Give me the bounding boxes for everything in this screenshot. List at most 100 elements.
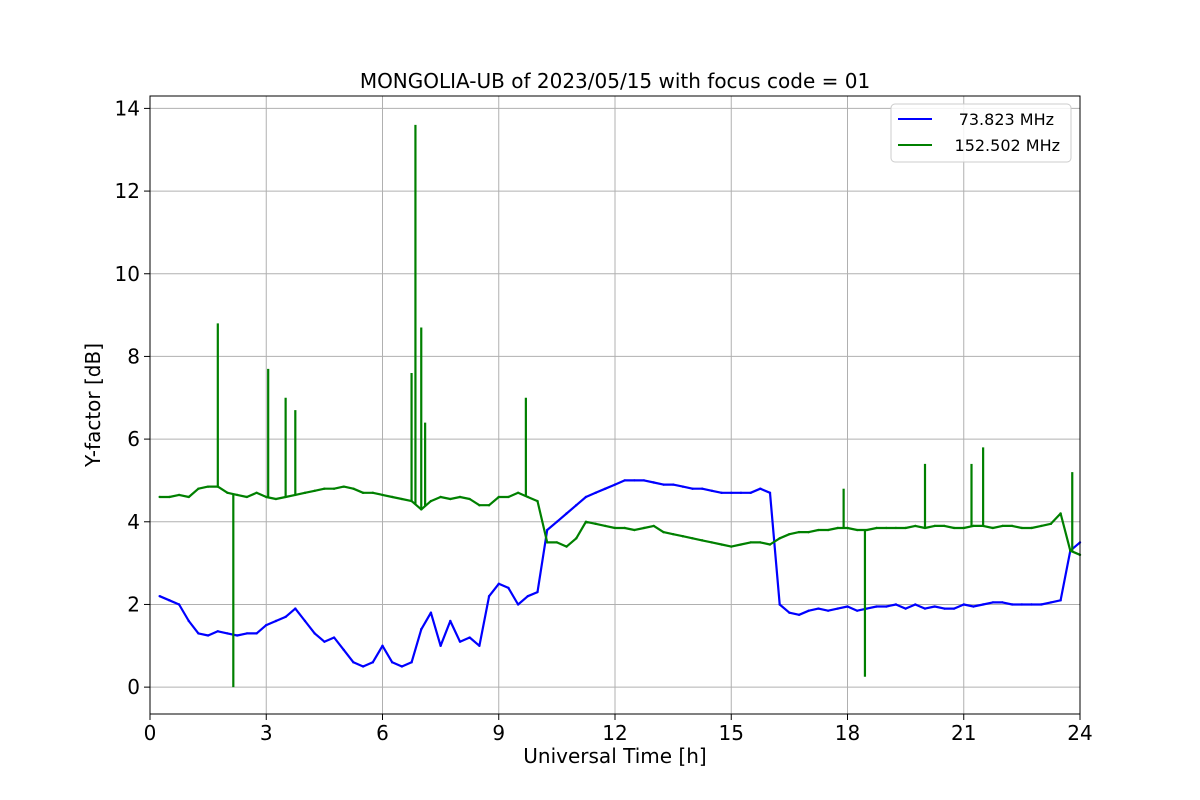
x-tick-label: 9: [492, 721, 505, 745]
data-point: [342, 648, 345, 652]
data-point: [390, 661, 394, 664]
data-point: [1030, 603, 1033, 606]
data-point: [633, 528, 636, 532]
data-point: [894, 603, 898, 606]
y-axis-ticks: 0 2 4 6 8 10 12 14: [115, 96, 150, 699]
data-point: [662, 483, 665, 486]
data-point: [177, 493, 181, 497]
data-point: [332, 487, 336, 490]
data-point: [991, 601, 995, 604]
data-point: [332, 636, 336, 639]
data-point: [294, 607, 297, 610]
data-point: [604, 487, 607, 490]
y-tick-label: 14: [115, 96, 140, 120]
data-point: [749, 541, 752, 544]
data-point: [429, 611, 433, 614]
data-point: [284, 615, 287, 619]
data-point: [943, 607, 946, 610]
data-point: [778, 537, 781, 540]
data-point: [700, 539, 704, 542]
data-point: [623, 479, 626, 482]
data-point: [923, 607, 927, 610]
data-point: [235, 634, 239, 637]
data-point: [700, 487, 704, 490]
data-point: [410, 661, 413, 664]
data-point: [1010, 524, 1014, 528]
data-point: [497, 582, 500, 585]
data-point: [739, 543, 743, 546]
data-point: [633, 479, 636, 482]
data-point: [788, 532, 791, 536]
data-point: [274, 497, 278, 501]
data-point: [1049, 522, 1053, 526]
data-point: [836, 607, 840, 610]
data-point: [255, 632, 258, 635]
legend-box: [890, 103, 1072, 163]
data-point: [429, 499, 433, 503]
data-point: [749, 491, 752, 495]
data-point: [933, 605, 936, 608]
data-point: [594, 522, 597, 526]
data-point: [652, 524, 655, 528]
x-axis-label: Universal Time [h]: [523, 744, 706, 768]
data-point: [177, 603, 181, 606]
y-tick-label: 4: [127, 510, 140, 534]
data-point: [342, 485, 345, 488]
series-layer: [158, 124, 1082, 688]
data-point: [468, 636, 471, 639]
data-point: [371, 491, 375, 495]
data-point: [400, 665, 404, 668]
data-point: [807, 530, 810, 534]
data-point: [817, 528, 820, 532]
data-point: [352, 661, 355, 664]
data-point: [817, 607, 820, 610]
legend: 73.823 MHz 152.502 MHz: [890, 103, 1072, 163]
data-point: [1059, 512, 1062, 515]
data-point: [390, 495, 394, 499]
data-point: [1010, 603, 1014, 606]
data-point: [158, 495, 161, 499]
x-tick-label: 6: [376, 721, 389, 745]
data-point: [671, 532, 675, 536]
x-tick-label: 24: [1067, 721, 1092, 745]
data-point: [516, 603, 520, 606]
data-point: [381, 493, 384, 497]
data-point: [361, 665, 365, 668]
legend-label-series-2: 152.502 MHz: [955, 136, 1060, 155]
data-point: [652, 481, 655, 484]
data-point: [914, 603, 917, 606]
data-point: [487, 594, 491, 598]
data-point: [449, 497, 452, 501]
data-point: [303, 491, 307, 495]
data-point: [516, 491, 520, 495]
data-point: [323, 640, 326, 643]
data-point: [730, 491, 733, 495]
data-point: [788, 611, 791, 614]
y-tick-label: 12: [115, 179, 140, 203]
data-point: [575, 504, 578, 507]
data-point: [875, 526, 878, 530]
data-point: [206, 485, 210, 488]
data-point: [768, 543, 772, 546]
chart-title: MONGOLIA-UB of 2023/05/15 with focus cod…: [360, 69, 870, 93]
data-point: [168, 495, 171, 499]
data-point: [904, 607, 907, 610]
data-point: [158, 594, 161, 598]
data-point: [439, 644, 442, 647]
data-point: [875, 605, 878, 608]
data-point: [604, 524, 607, 528]
data-point: [904, 526, 907, 530]
data-point: [1040, 603, 1043, 606]
data-point: [313, 632, 316, 635]
data-point: [914, 524, 917, 528]
data-point: [768, 491, 772, 495]
data-point: [613, 483, 617, 486]
data-point: [691, 537, 694, 540]
data-point: [710, 541, 714, 544]
data-point: [458, 640, 462, 643]
data-point: [981, 603, 985, 606]
data-point: [642, 526, 646, 530]
data-point: [720, 543, 723, 546]
data-point: [536, 590, 539, 594]
series-line-1: [159, 479, 1081, 668]
